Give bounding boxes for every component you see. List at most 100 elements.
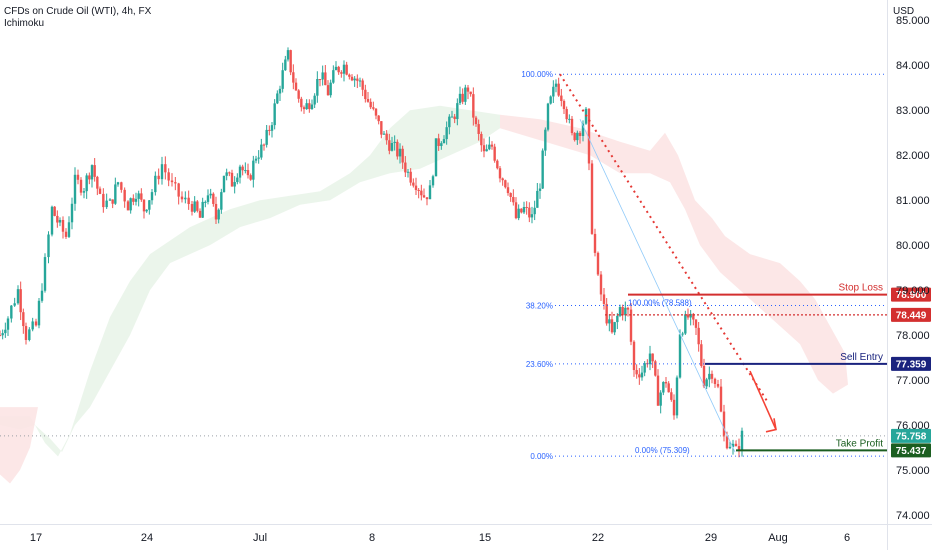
candle-body	[613, 322, 616, 333]
candle-body	[388, 140, 391, 151]
candle-body	[512, 196, 515, 203]
candle	[43, 253, 47, 293]
candle	[700, 340, 703, 368]
candle-body	[573, 133, 576, 141]
candle-body	[154, 175, 157, 193]
candle-body	[61, 219, 65, 232]
candle	[244, 162, 247, 174]
currency-label[interactable]: USD	[893, 6, 915, 17]
candle	[154, 171, 157, 196]
candle	[22, 308, 25, 334]
candle	[260, 138, 263, 160]
candle	[10, 305, 13, 323]
candle-body	[372, 107, 375, 109]
candle	[369, 98, 372, 110]
candle	[58, 217, 62, 227]
candle-body	[332, 70, 335, 83]
candle	[342, 60, 346, 82]
candle	[177, 182, 180, 205]
candle	[466, 85, 470, 100]
indicator-label: Ichimoku	[4, 18, 45, 29]
candle-body	[404, 162, 407, 173]
candle	[377, 115, 380, 125]
candle	[498, 165, 502, 183]
candle-body	[134, 198, 138, 202]
candle	[4, 322, 7, 338]
candle	[437, 133, 440, 151]
candle-body	[129, 198, 132, 211]
candle-body	[167, 172, 170, 181]
y-tick-label: 83.000	[896, 105, 930, 117]
candle	[506, 182, 510, 196]
candle	[37, 297, 41, 329]
candle-body	[581, 123, 585, 137]
candle-body	[456, 103, 459, 120]
candle-body	[111, 199, 114, 204]
candle	[713, 377, 717, 388]
candle	[461, 88, 464, 105]
candle	[710, 370, 714, 384]
candle-body	[514, 202, 518, 219]
candle	[546, 102, 550, 132]
candle-body	[638, 374, 641, 378]
candle	[257, 150, 260, 164]
candle-body	[409, 171, 412, 183]
candle	[488, 136, 491, 151]
candle	[230, 169, 234, 187]
candle-body	[85, 175, 88, 192]
candle	[654, 359, 657, 377]
candle	[560, 88, 563, 107]
candle	[409, 168, 412, 186]
candle	[590, 160, 594, 235]
candle	[13, 297, 16, 307]
candle	[431, 174, 435, 188]
candle-body	[552, 86, 555, 97]
candle	[98, 186, 102, 195]
candle	[79, 177, 83, 196]
candle-body	[214, 203, 218, 220]
candle	[390, 136, 394, 152]
candle	[88, 172, 91, 185]
candle-body	[93, 165, 96, 177]
candle	[737, 438, 741, 458]
candle	[670, 388, 673, 402]
candle	[618, 304, 622, 318]
candle-body	[485, 149, 488, 152]
candle	[544, 127, 547, 156]
candle	[629, 303, 633, 346]
candle-body	[289, 50, 292, 73]
candle	[137, 190, 140, 207]
candle-body	[43, 257, 47, 291]
candle	[90, 164, 94, 188]
candle-body	[425, 197, 429, 200]
candle-body	[517, 208, 520, 219]
candle	[565, 106, 568, 123]
candle-body	[67, 222, 71, 237]
candle	[61, 216, 65, 239]
candle-body	[140, 193, 143, 200]
candle	[549, 95, 552, 105]
candle-body	[382, 133, 386, 135]
candle-body	[254, 158, 258, 161]
candle	[6, 316, 10, 337]
candle	[140, 188, 143, 202]
candle	[477, 119, 480, 141]
y-tick-label: 77.000	[896, 375, 930, 387]
candle-body	[670, 392, 673, 400]
candle-body	[244, 170, 247, 172]
candle	[228, 171, 231, 177]
candle-body	[252, 160, 255, 180]
candle	[361, 78, 364, 97]
take-profit-tag: 75.437	[891, 443, 931, 458]
candle-body	[90, 165, 94, 180]
candle-body	[654, 361, 657, 376]
candle	[536, 182, 539, 208]
candle-body	[536, 190, 539, 208]
candle	[102, 188, 105, 213]
candle-body	[310, 104, 314, 110]
candle	[289, 49, 292, 76]
candle	[501, 177, 504, 186]
candle	[217, 208, 220, 224]
candle-body	[177, 183, 180, 197]
